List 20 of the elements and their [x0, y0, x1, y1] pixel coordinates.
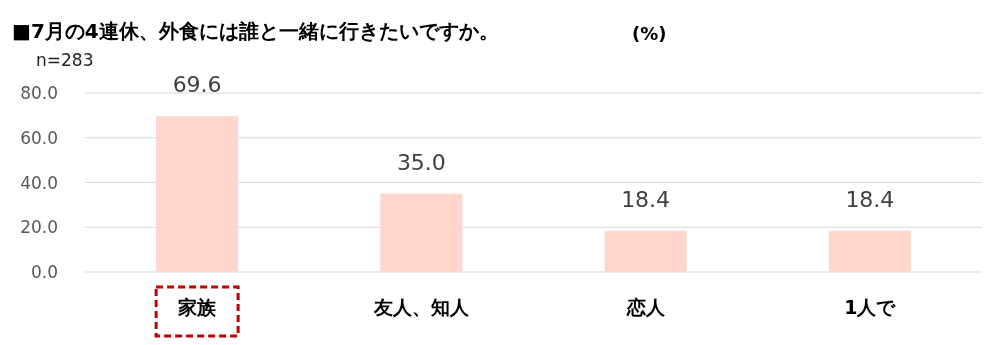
x-tick-label: 友人、知人 [372, 296, 470, 318]
bar [604, 230, 687, 272]
chart-title: ■7月の4連休、外食には誰と一緒に行きたいですか。 [12, 19, 499, 43]
data-label: 35.0 [396, 149, 446, 175]
y-tick-label: 0.0 [30, 262, 58, 282]
data-label: 18.4 [845, 186, 895, 212]
y-axis-title: (%) [632, 23, 667, 44]
bar [156, 116, 239, 272]
x-tick-label: 家族 [177, 296, 218, 318]
x-tick-label: 1人で [844, 296, 897, 318]
data-label: 69.6 [172, 72, 222, 98]
y-tick-label: 60.0 [20, 127, 58, 148]
x-tick-label: 恋人 [625, 296, 666, 318]
text: n=283 [36, 50, 94, 70]
y-tick-label: 80.0 [20, 83, 58, 103]
bar [380, 193, 463, 272]
y-tick-label: 40.0 [20, 172, 58, 193]
y-tick-label: 20.0 [20, 217, 58, 238]
bar [828, 230, 911, 272]
data-label: 18.4 [621, 186, 671, 212]
